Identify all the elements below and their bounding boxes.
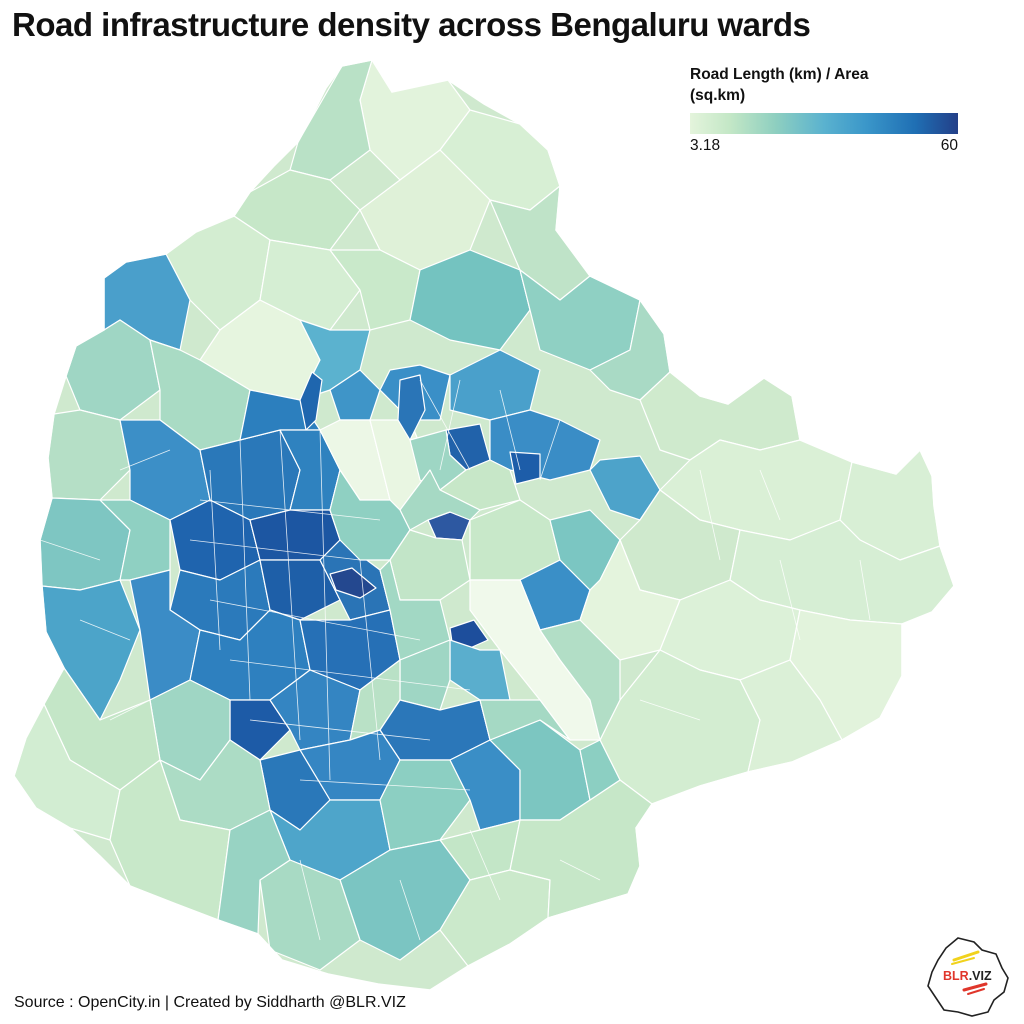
logo-text-blr: BLR [943, 969, 969, 983]
ward-region [479, 699, 571, 741]
ward-boundaries [39, 379, 871, 941]
color-legend: Road Length (km) / Area (sq.km) 3.18 60 [690, 64, 960, 157]
logo-text-viz: .VIZ [969, 969, 992, 983]
city-boundary [13, 59, 955, 991]
ward-region [449, 619, 489, 649]
ward-region [397, 374, 426, 441]
legend-color-bar [690, 113, 958, 134]
ward-region [509, 451, 541, 485]
legend-max-label: 60 [940, 137, 958, 154]
blr-viz-logo: BLR.VIZ [927, 937, 1009, 1017]
legend-min-label: 3.18 [690, 137, 721, 154]
legend-ticks: 3.18 60 [690, 137, 960, 157]
ward-region [379, 559, 451, 661]
legend-title: Road Length (km) / Area (sq.km) [690, 66, 869, 104]
ward-region [329, 369, 381, 421]
ward-region [539, 619, 621, 741]
source-credit: Source : OpenCity.in | Created by Siddha… [14, 994, 406, 1011]
ward-region [409, 249, 531, 351]
svg-text:BLR.VIZ: BLR.VIZ [943, 969, 992, 983]
ward-region [329, 567, 377, 599]
ward-region [299, 371, 323, 431]
chart-title: Road infrastructure density across Benga… [12, 6, 811, 43]
ward-region [579, 739, 621, 801]
